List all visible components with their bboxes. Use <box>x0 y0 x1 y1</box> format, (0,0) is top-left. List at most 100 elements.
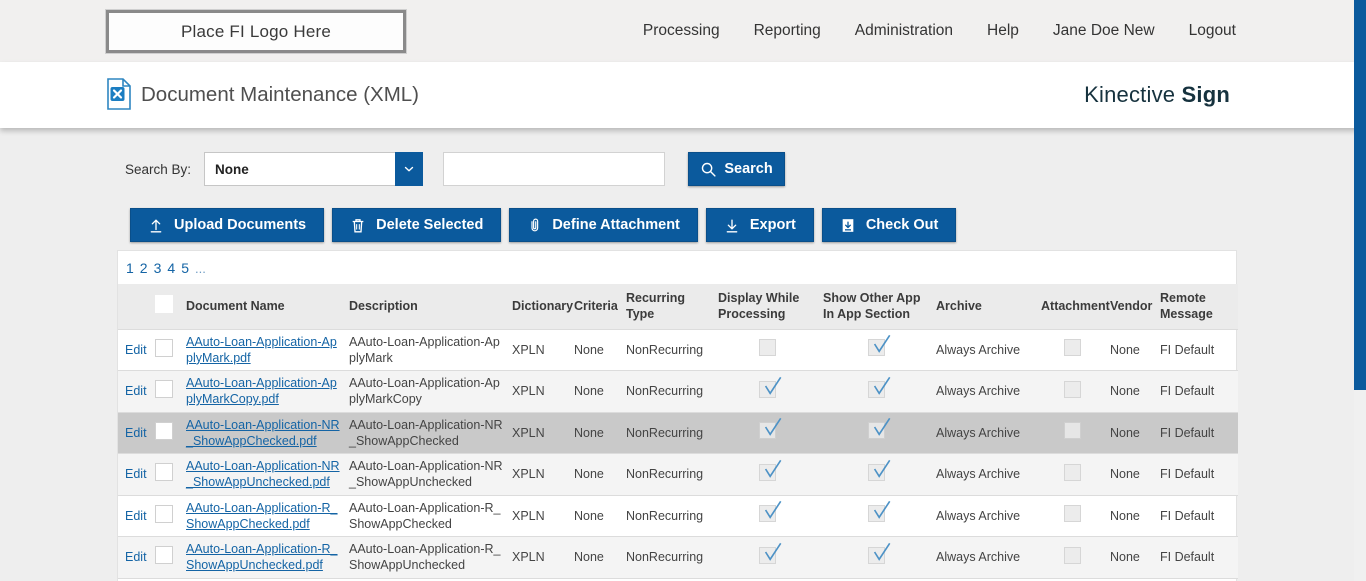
document-name-link[interactable]: AAuto-Loan-Application-ApplyMark.pdf <box>186 334 337 365</box>
define-attachment-button[interactable]: Define Attachment <box>509 208 698 242</box>
documents-table-card: 1 2 3 4 5... Document Name Description Dicti… <box>117 250 1238 581</box>
show-other-app-checkbox[interactable] <box>868 334 891 357</box>
select-all-checkbox[interactable] <box>155 295 173 314</box>
page-link-more[interactable]: ... <box>194 261 206 276</box>
description-cell: AAuto-Loan-Application-ApplyMark <box>349 328 512 371</box>
show-other-app-checkbox[interactable] <box>868 542 891 564</box>
vendor-cell: None <box>1110 328 1160 371</box>
archive-cell: Always Archive <box>936 411 1041 454</box>
table-header-row: Document Name Description Dictionary Cri… <box>118 284 1238 329</box>
page-link-1[interactable]: 1 <box>126 260 134 276</box>
description-cell: AAuto-Loan-Application-R_ShowAppUnchecke… <box>349 536 512 578</box>
recurring-type-cell: NonRecurring <box>626 536 718 578</box>
display-while-processing-checkbox[interactable] <box>759 339 776 357</box>
edit-link[interactable]: Edit <box>125 467 147 482</box>
search-row: Search By: None Search <box>125 152 786 186</box>
document-name-link[interactable]: AAuto-Loan-Application-NR_ShowAppUncheck… <box>186 459 340 490</box>
edit-link[interactable]: Edit <box>125 508 147 523</box>
delete-selected-button[interactable]: Delete Selected <box>332 208 502 242</box>
trash-icon <box>352 218 364 232</box>
dictionary-cell: XPLN <box>512 536 574 578</box>
document-name-link[interactable]: AAuto-Loan-Application-ApplyMarkCopy.pdf <box>186 376 337 407</box>
document-name-link[interactable]: AAuto-Loan-Application-R_ShowAppChecked.… <box>186 500 338 531</box>
show-other-app-checkbox[interactable] <box>868 417 891 440</box>
nav-logout[interactable]: Logout <box>1188 22 1236 39</box>
search-by-dropdown[interactable]: None <box>204 152 424 186</box>
nav-reporting[interactable]: Reporting <box>753 22 821 39</box>
show-other-app-checkbox[interactable] <box>868 459 891 481</box>
show-other-app-checkbox[interactable] <box>868 376 891 398</box>
search-button[interactable]: Search <box>688 152 786 186</box>
col-document-name: Document Name <box>186 284 349 329</box>
row-select-checkbox[interactable] <box>155 421 173 440</box>
attachment-checkbox[interactable] <box>1064 505 1081 523</box>
description-cell: AAuto-Loan-Application-ApplyMarkCopy <box>349 370 512 412</box>
remote-message-cell: FI Default <box>1160 536 1238 578</box>
page-link-3[interactable]: 3 <box>153 260 162 276</box>
attachment-checkbox[interactable] <box>1064 339 1081 357</box>
edit-link[interactable]: Edit <box>125 384 147 399</box>
upload-documents-button[interactable]: Upload Documents <box>130 208 325 242</box>
document-name-link[interactable]: AAuto-Loan-Application-R_ShowAppUnchecke… <box>186 542 338 573</box>
nav-administration[interactable]: Administration <box>854 22 954 39</box>
row-select-checkbox[interactable] <box>155 463 173 482</box>
remote-message-cell: FI Default <box>1160 370 1238 412</box>
row-select-checkbox[interactable] <box>155 338 173 357</box>
criteria-cell: None <box>574 536 626 578</box>
display-while-processing-checkbox[interactable] <box>759 542 782 564</box>
table-row: Edit AAuto-Loan-Application-ApplyMark.pd… <box>118 328 1238 371</box>
check-out-button[interactable]: Check Out <box>821 208 957 242</box>
table-row: Edit AAuto-Loan-Application-R_ShowAppChe… <box>118 494 1238 537</box>
document-name-link[interactable]: AAuto-Loan-Application-NR_ShowAppChecked… <box>186 417 340 448</box>
page-link-2[interactable]: 2 <box>139 260 148 276</box>
nav-user-jane-doe-new[interactable]: Jane Doe New <box>1052 22 1155 39</box>
display-while-processing-checkbox[interactable] <box>759 500 782 523</box>
page-title: Document Maintenance (XML) <box>141 83 420 106</box>
page-link-4[interactable]: 4 <box>167 260 176 276</box>
recurring-type-cell: NonRecurring <box>626 370 718 412</box>
brand-sign: Sign <box>1181 82 1230 107</box>
show-other-app-checkbox[interactable] <box>868 500 891 523</box>
nav-help[interactable]: Help <box>987 22 1019 39</box>
export-button[interactable]: Export <box>705 208 814 242</box>
check-out-icon <box>842 218 854 232</box>
document-maintenance-icon <box>107 78 131 110</box>
attachment-checkbox[interactable] <box>1064 546 1081 564</box>
table-row: Edit AAuto-Loan-Application-NR_ShowAppUn… <box>118 453 1238 495</box>
col-show-other-app: Show Other App In App Section <box>823 284 936 329</box>
display-while-processing-checkbox[interactable] <box>759 417 782 440</box>
row-select-checkbox[interactable] <box>155 380 173 399</box>
col-attachment: Attachment <box>1041 284 1110 329</box>
search-button-label: Search <box>724 161 773 177</box>
criteria-cell: None <box>574 453 626 495</box>
attachment-checkbox[interactable] <box>1064 463 1081 481</box>
nav-processing[interactable]: Processing <box>642 22 720 39</box>
col-archive: Archive <box>936 284 1041 329</box>
archive-cell: Always Archive <box>936 328 1041 371</box>
recurring-type-cell: NonRecurring <box>626 328 718 371</box>
attachment-checkbox[interactable] <box>1064 380 1081 398</box>
dictionary-cell: XPLN <box>512 494 574 537</box>
criteria-cell: None <box>574 328 626 371</box>
vendor-cell: None <box>1110 453 1160 495</box>
check-out-label: Check Out <box>865 217 939 233</box>
upload-icon <box>150 219 162 232</box>
page-link-5[interactable]: 5 <box>181 260 189 276</box>
row-select-checkbox[interactable] <box>155 546 173 565</box>
dictionary-cell: XPLN <box>512 577 574 581</box>
fi-logo-text: Place FI Logo Here <box>180 21 332 41</box>
edit-link[interactable]: Edit <box>125 425 147 440</box>
scrollbar-thumb[interactable] <box>1354 0 1366 390</box>
edit-link[interactable]: Edit <box>125 550 147 565</box>
export-icon <box>726 219 738 232</box>
archive-cell: Always Archive <box>936 536 1041 578</box>
col-select-all <box>155 284 186 329</box>
search-input[interactable] <box>443 152 666 186</box>
display-while-processing-checkbox[interactable] <box>759 459 782 481</box>
row-select-checkbox[interactable] <box>155 504 173 523</box>
display-while-processing-checkbox[interactable] <box>759 376 782 398</box>
attachment-checkbox[interactable] <box>1064 422 1081 440</box>
paperclip-icon <box>531 218 539 231</box>
edit-link[interactable]: Edit <box>125 342 147 357</box>
archive-cell: Always Archive <box>936 453 1041 495</box>
